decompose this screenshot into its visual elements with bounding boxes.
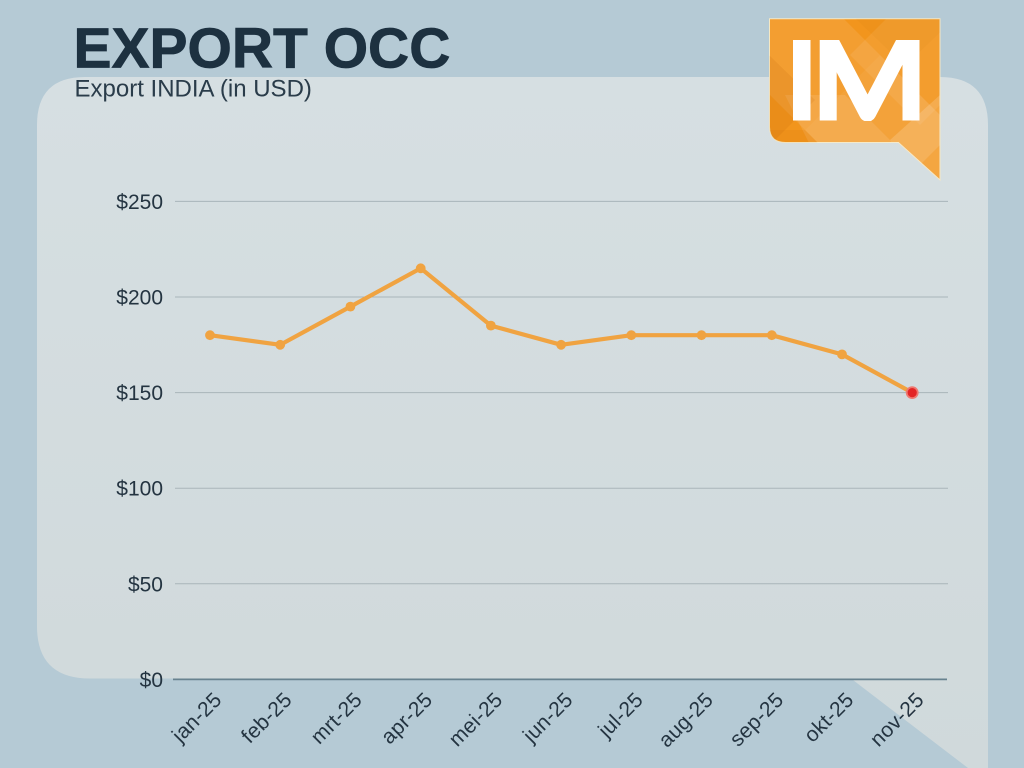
svg-text:$150: $150 [116,382,163,405]
svg-text:$200: $200 [116,287,163,310]
svg-text:$50: $50 [128,573,163,596]
svg-text:EXPORT OCC: EXPORT OCC [74,17,451,81]
svg-text:$250: $250 [116,191,163,214]
svg-text:$0: $0 [140,669,163,692]
svg-text:$100: $100 [116,478,163,501]
svg-text:Export INDIA (in USD): Export INDIA (in USD) [75,76,312,103]
